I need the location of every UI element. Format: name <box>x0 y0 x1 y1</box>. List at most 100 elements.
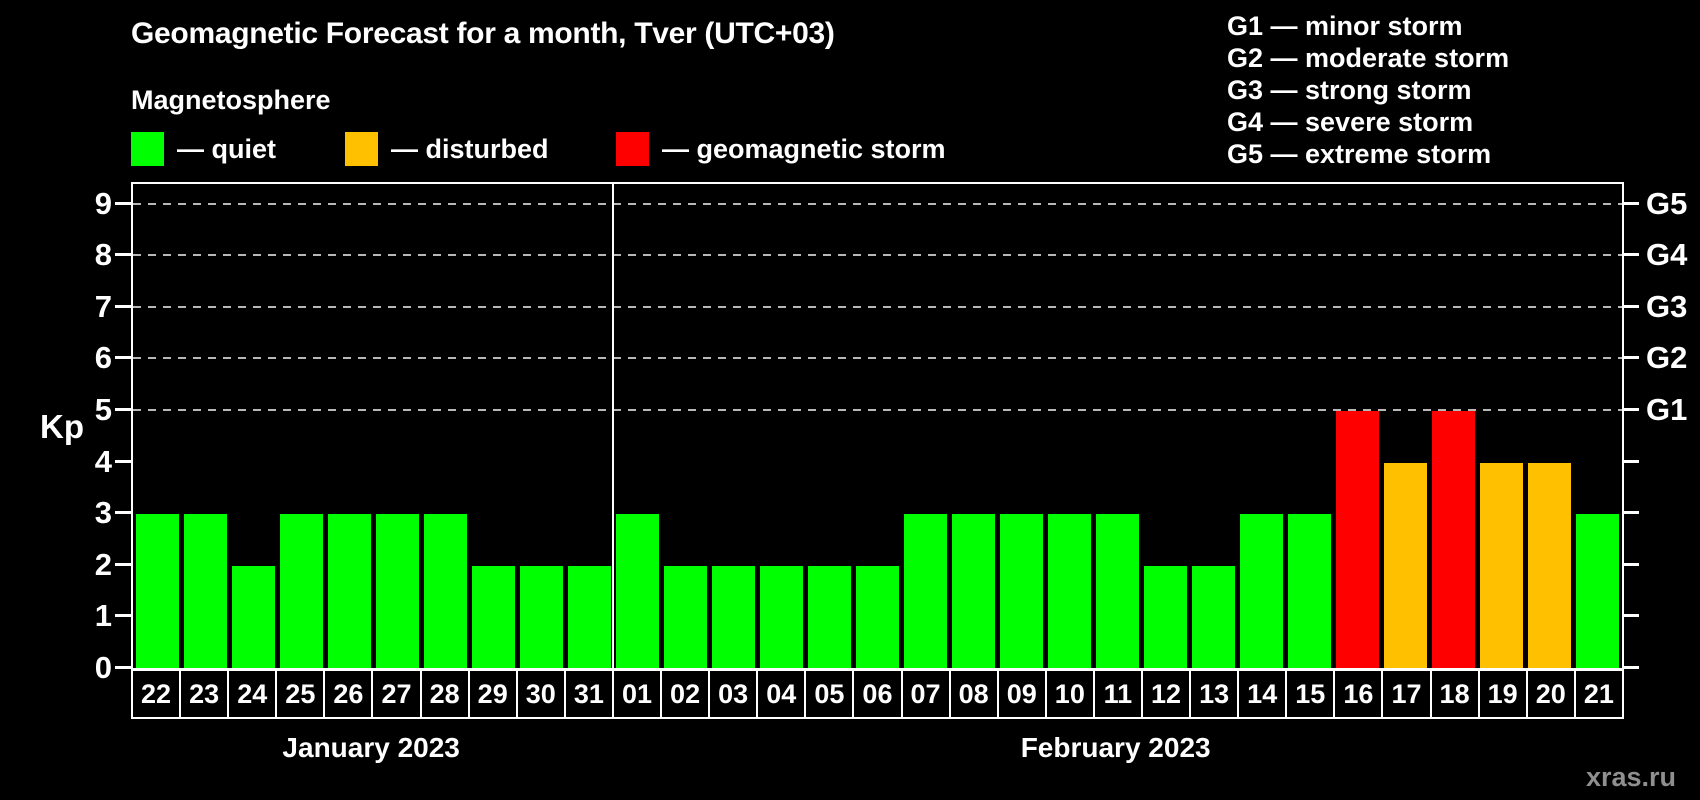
g-axis-label-g3: G3 <box>1646 288 1688 324</box>
day-cell-19: 19 <box>1477 669 1528 719</box>
day-cell-23: 23 <box>179 669 230 719</box>
gridline-kp-7 <box>133 305 1622 308</box>
bar-day-23 <box>183 514 227 668</box>
bar-day-22 <box>135 514 179 668</box>
day-cell-26: 26 <box>323 669 374 719</box>
day-cell-05: 05 <box>804 669 855 719</box>
day-cell-15: 15 <box>1285 669 1336 719</box>
bar-slot-03 <box>709 184 757 668</box>
y-axis-title-kp: Kp <box>40 408 84 445</box>
day-cell-08: 08 <box>948 669 999 719</box>
bar-day-18 <box>1432 411 1476 668</box>
g-tick-0 <box>1624 666 1639 669</box>
day-cell-21: 21 <box>1573 669 1624 719</box>
g-tick-6 <box>1624 356 1639 360</box>
y-tick-label-3: 3 <box>94 495 112 531</box>
bar-slot-15 <box>1286 184 1334 668</box>
day-cell-28: 28 <box>419 669 470 719</box>
bar-day-01 <box>615 514 659 668</box>
bar-day-28 <box>423 514 467 668</box>
bar-day-06 <box>855 565 899 668</box>
bar-day-12 <box>1144 565 1188 668</box>
y-tick-5 <box>115 408 131 411</box>
day-cell-29: 29 <box>467 669 518 719</box>
bar-slot-02 <box>661 184 709 668</box>
bar-day-30 <box>519 565 563 668</box>
gridline-kp-9 <box>133 202 1622 205</box>
bar-day-17 <box>1384 462 1428 668</box>
bar-day-27 <box>375 514 419 668</box>
bar-day-11 <box>1096 514 1140 668</box>
day-cell-16: 16 <box>1333 669 1384 719</box>
bar-slot-01 <box>613 184 661 668</box>
day-cell-12: 12 <box>1140 669 1192 719</box>
day-cell-09: 09 <box>996 669 1047 719</box>
g-tick-5 <box>1624 408 1639 411</box>
bar-day-20 <box>1528 462 1572 668</box>
g-tick-1 <box>1624 614 1639 618</box>
bar-day-15 <box>1288 514 1332 668</box>
g-axis-label-g1: G1 <box>1646 392 1688 427</box>
day-cell-03: 03 <box>708 669 759 719</box>
bar-slot-10 <box>1046 184 1094 668</box>
legend-item-quiet: — quiet <box>131 131 276 167</box>
bar-slot-16 <box>1334 184 1382 668</box>
bar-day-16 <box>1336 411 1380 668</box>
plot-inner <box>133 184 1622 668</box>
day-cell-04: 04 <box>756 669 807 719</box>
bars <box>133 184 1622 668</box>
day-cell-27: 27 <box>371 669 422 719</box>
legend-label-storm: — geomagnetic storm <box>662 133 946 164</box>
g-axis-label-g2: G2 <box>1646 340 1688 376</box>
g-tick-8 <box>1624 253 1639 257</box>
g-tick-2 <box>1624 562 1639 566</box>
day-cell-20: 20 <box>1525 669 1576 719</box>
g-legend-item-4: G4 — severe storm <box>1227 107 1474 137</box>
g-axis-label-g5: G5 <box>1646 185 1688 221</box>
bar-slot-29 <box>469 184 517 668</box>
bar-slot-13 <box>1190 184 1238 668</box>
g-tick-3 <box>1624 511 1639 515</box>
bar-slot-14 <box>1238 184 1286 668</box>
bar-day-31 <box>567 565 611 668</box>
y-tick-7 <box>115 304 131 308</box>
bar-day-14 <box>1240 514 1284 668</box>
g-scale-legend: G1 — minor storm G2 — moderate storm G3 — … <box>1227 10 1509 170</box>
bar-slot-04 <box>757 184 805 668</box>
chart-subtitle: Magnetosphere <box>131 85 331 115</box>
bar-slot-07 <box>902 184 950 668</box>
g-tick-9 <box>1624 201 1639 205</box>
legend-label-quiet: — quiet <box>177 133 276 164</box>
chart-title: Geomagnetic Forecast for a month, Tver (… <box>131 17 835 50</box>
bar-day-02 <box>663 565 707 668</box>
day-cell-18: 18 <box>1429 669 1480 719</box>
legend-swatch-quiet <box>131 132 164 166</box>
g-tick-4 <box>1624 459 1639 463</box>
gridline-kp-5 <box>133 409 1622 411</box>
bar-day-04 <box>759 565 803 668</box>
bar-day-07 <box>904 514 948 668</box>
day-cell-11: 11 <box>1092 669 1143 719</box>
y-tick-1 <box>115 614 131 618</box>
bar-slot-20 <box>1526 184 1574 668</box>
bar-slot-22 <box>133 184 181 668</box>
bar-day-10 <box>1048 514 1092 668</box>
day-cell-14: 14 <box>1237 669 1288 719</box>
g-legend-item-3: G3 — strong storm <box>1227 75 1472 105</box>
day-cell-13: 13 <box>1189 669 1240 719</box>
gridline-kp-6 <box>133 357 1622 360</box>
g-legend-item-5: G5 — extreme storm <box>1227 139 1492 169</box>
day-cell-17: 17 <box>1381 669 1432 719</box>
y-tick-8 <box>115 253 131 257</box>
day-cell-25: 25 <box>275 669 326 719</box>
day-cell-10: 10 <box>1044 669 1095 719</box>
y-tick-2 <box>115 562 131 566</box>
bar-slot-27 <box>373 184 421 668</box>
bar-day-25 <box>279 514 323 668</box>
g-legend-item-2: G2 — moderate storm <box>1227 43 1510 73</box>
bar-slot-06 <box>853 184 901 668</box>
y-tick-4 <box>115 459 131 463</box>
bar-slot-28 <box>421 184 469 668</box>
y-tick-label-1: 1 <box>94 598 112 634</box>
day-cell-31: 31 <box>563 669 614 719</box>
